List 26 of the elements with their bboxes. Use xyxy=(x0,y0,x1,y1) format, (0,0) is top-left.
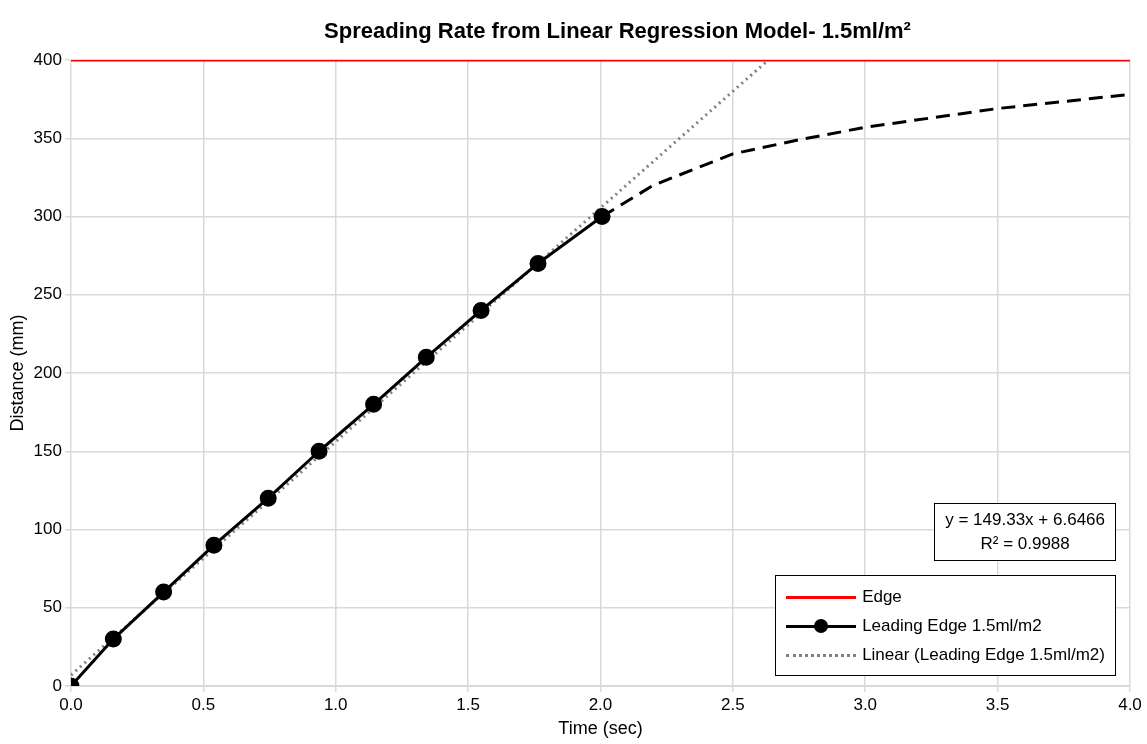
x-tick-label: 2.0 xyxy=(588,694,613,714)
legend-label: Edge xyxy=(862,586,902,607)
y-tick-label: 350 xyxy=(33,127,62,147)
x-tick-label: 1.5 xyxy=(456,694,480,714)
y-tick-label: 250 xyxy=(33,284,62,304)
annotation: R² = 0.9988 xyxy=(980,534,1070,553)
y-axis-title: Distance (mm) xyxy=(6,314,27,432)
y-tick-label: 100 xyxy=(33,519,62,539)
y-tick-label: 300 xyxy=(33,206,62,226)
x-tick-label: 0.0 xyxy=(59,694,83,714)
y-tick-label: 400 xyxy=(33,49,62,69)
x-tick-label: 4.0 xyxy=(1118,694,1142,714)
y-tick-label: 200 xyxy=(33,362,62,382)
legend-label: Linear (Leading Edge 1.5ml/m2) xyxy=(862,644,1105,665)
chart-title: Spreading Rate from Linear Regression Model- 1.5ml/m² xyxy=(323,18,912,44)
x-tick-label: 3.5 xyxy=(985,694,1010,714)
x-tick-label: 3.0 xyxy=(853,694,878,714)
y-tick-label: 50 xyxy=(43,597,62,617)
y-tick-label: 150 xyxy=(33,440,62,460)
y-tick-label: 0 xyxy=(52,675,62,695)
x-tick-label: 2.5 xyxy=(721,694,745,714)
x-tick-label: 1.0 xyxy=(323,694,348,714)
annotation: y = 149.33x + 6.6466 xyxy=(945,510,1105,529)
x-axis-title: Time (sec) xyxy=(558,718,643,739)
legend-label: Leading Edge 1.5ml/m2 xyxy=(862,615,1042,636)
x-tick-label: 0.5 xyxy=(191,694,216,714)
